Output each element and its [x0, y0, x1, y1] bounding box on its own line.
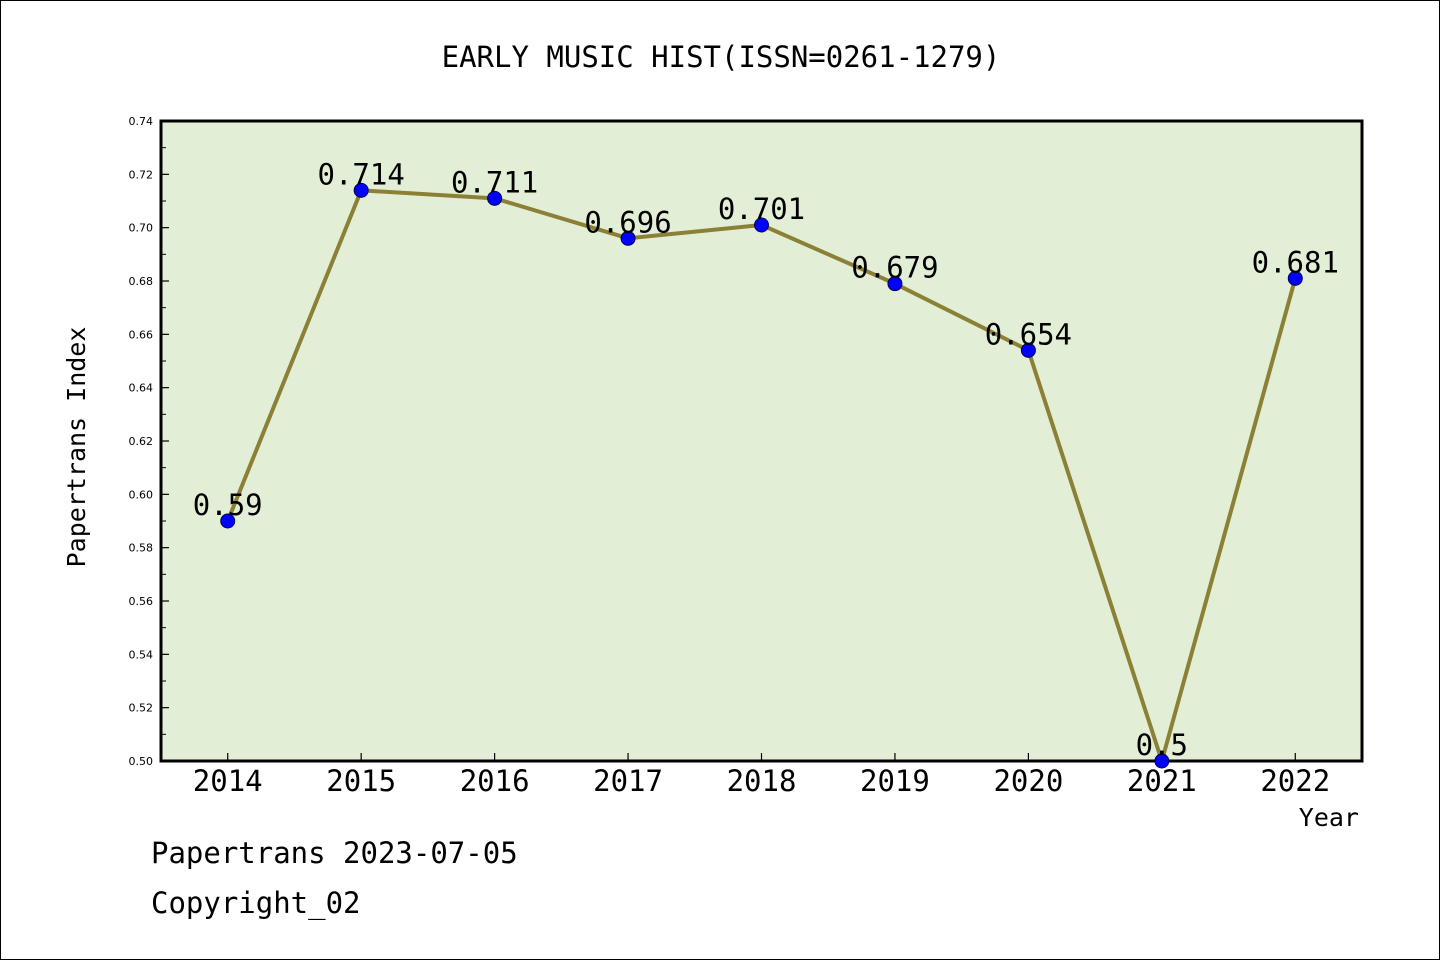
y-tick-label: 0.72: [129, 168, 154, 181]
x-tick-label: 2019: [860, 764, 930, 798]
series-markers: [220, 182, 1303, 769]
data-point: [353, 182, 369, 198]
x-tick-label: 2020: [993, 764, 1063, 798]
y-axis-label: Papertrans Index: [62, 327, 91, 568]
data-label: 0.714: [318, 157, 405, 191]
data-label: 0.711: [451, 165, 538, 199]
data-label: 0.681: [1252, 245, 1339, 279]
y-tick-label: 0.66: [129, 328, 154, 341]
data-point: [220, 513, 236, 529]
data-label: 0.59: [193, 488, 263, 522]
data-labels: 0.59 0.714 0.711 0.696 0.701 0.679 0.654 0.5 0.6…: [193, 157, 1339, 762]
y-tick-label: 0.50: [129, 755, 154, 768]
y-tick-label: 0.68: [129, 275, 154, 288]
data-label: 0.679: [851, 251, 938, 285]
data-point: [1287, 270, 1303, 286]
chart-title: EARLY MUSIC HIST(ISSN=0261-1279): [442, 40, 1001, 74]
data-point: [1154, 753, 1170, 769]
x-tick-label: 2021: [1127, 764, 1197, 798]
x-axis: 2014 2015 2016 2017 2018 2019 2020 2021 2022: [193, 753, 1330, 798]
x-tick-label: 2016: [460, 764, 530, 798]
y-tick-label: 0.54: [129, 648, 154, 661]
footer-date-text: Papertrans 2023-07-05: [151, 836, 518, 870]
x-tick-label: 2022: [1260, 764, 1330, 798]
y-tick-label: 0.56: [129, 595, 154, 608]
data-label: 0.696: [584, 205, 671, 239]
x-axis-label: Year: [1299, 803, 1359, 832]
y-tick-label: 0.70: [129, 222, 154, 235]
x-tick-label: 2017: [593, 764, 663, 798]
data-label: 0.5: [1136, 728, 1188, 762]
x-tick-label: 2015: [326, 764, 396, 798]
y-tick-label: 0.52: [129, 702, 154, 715]
x-tick-label: 2014: [193, 764, 263, 798]
y-tick-label: 0.62: [129, 435, 154, 448]
y-tick-label: 0.58: [129, 542, 154, 555]
y-axis: 0.50 0.52 0.54 0.56 0.58 0.60 0.62 0.64 0.66 0.68…: [129, 115, 169, 768]
data-label: 0.701: [718, 192, 805, 226]
data-point: [620, 230, 636, 246]
data-point: [1020, 342, 1036, 358]
data-point: [487, 190, 503, 206]
footer-copyright-text: Copyright_02: [151, 886, 361, 920]
y-tick-label: 0.64: [129, 382, 154, 395]
data-label: 0.654: [985, 317, 1072, 351]
y-tick-label: 0.74: [129, 115, 154, 128]
x-tick-label: 2018: [727, 764, 797, 798]
data-point: [887, 276, 903, 292]
y-tick-label: 0.60: [129, 488, 154, 501]
data-point: [754, 217, 769, 233]
